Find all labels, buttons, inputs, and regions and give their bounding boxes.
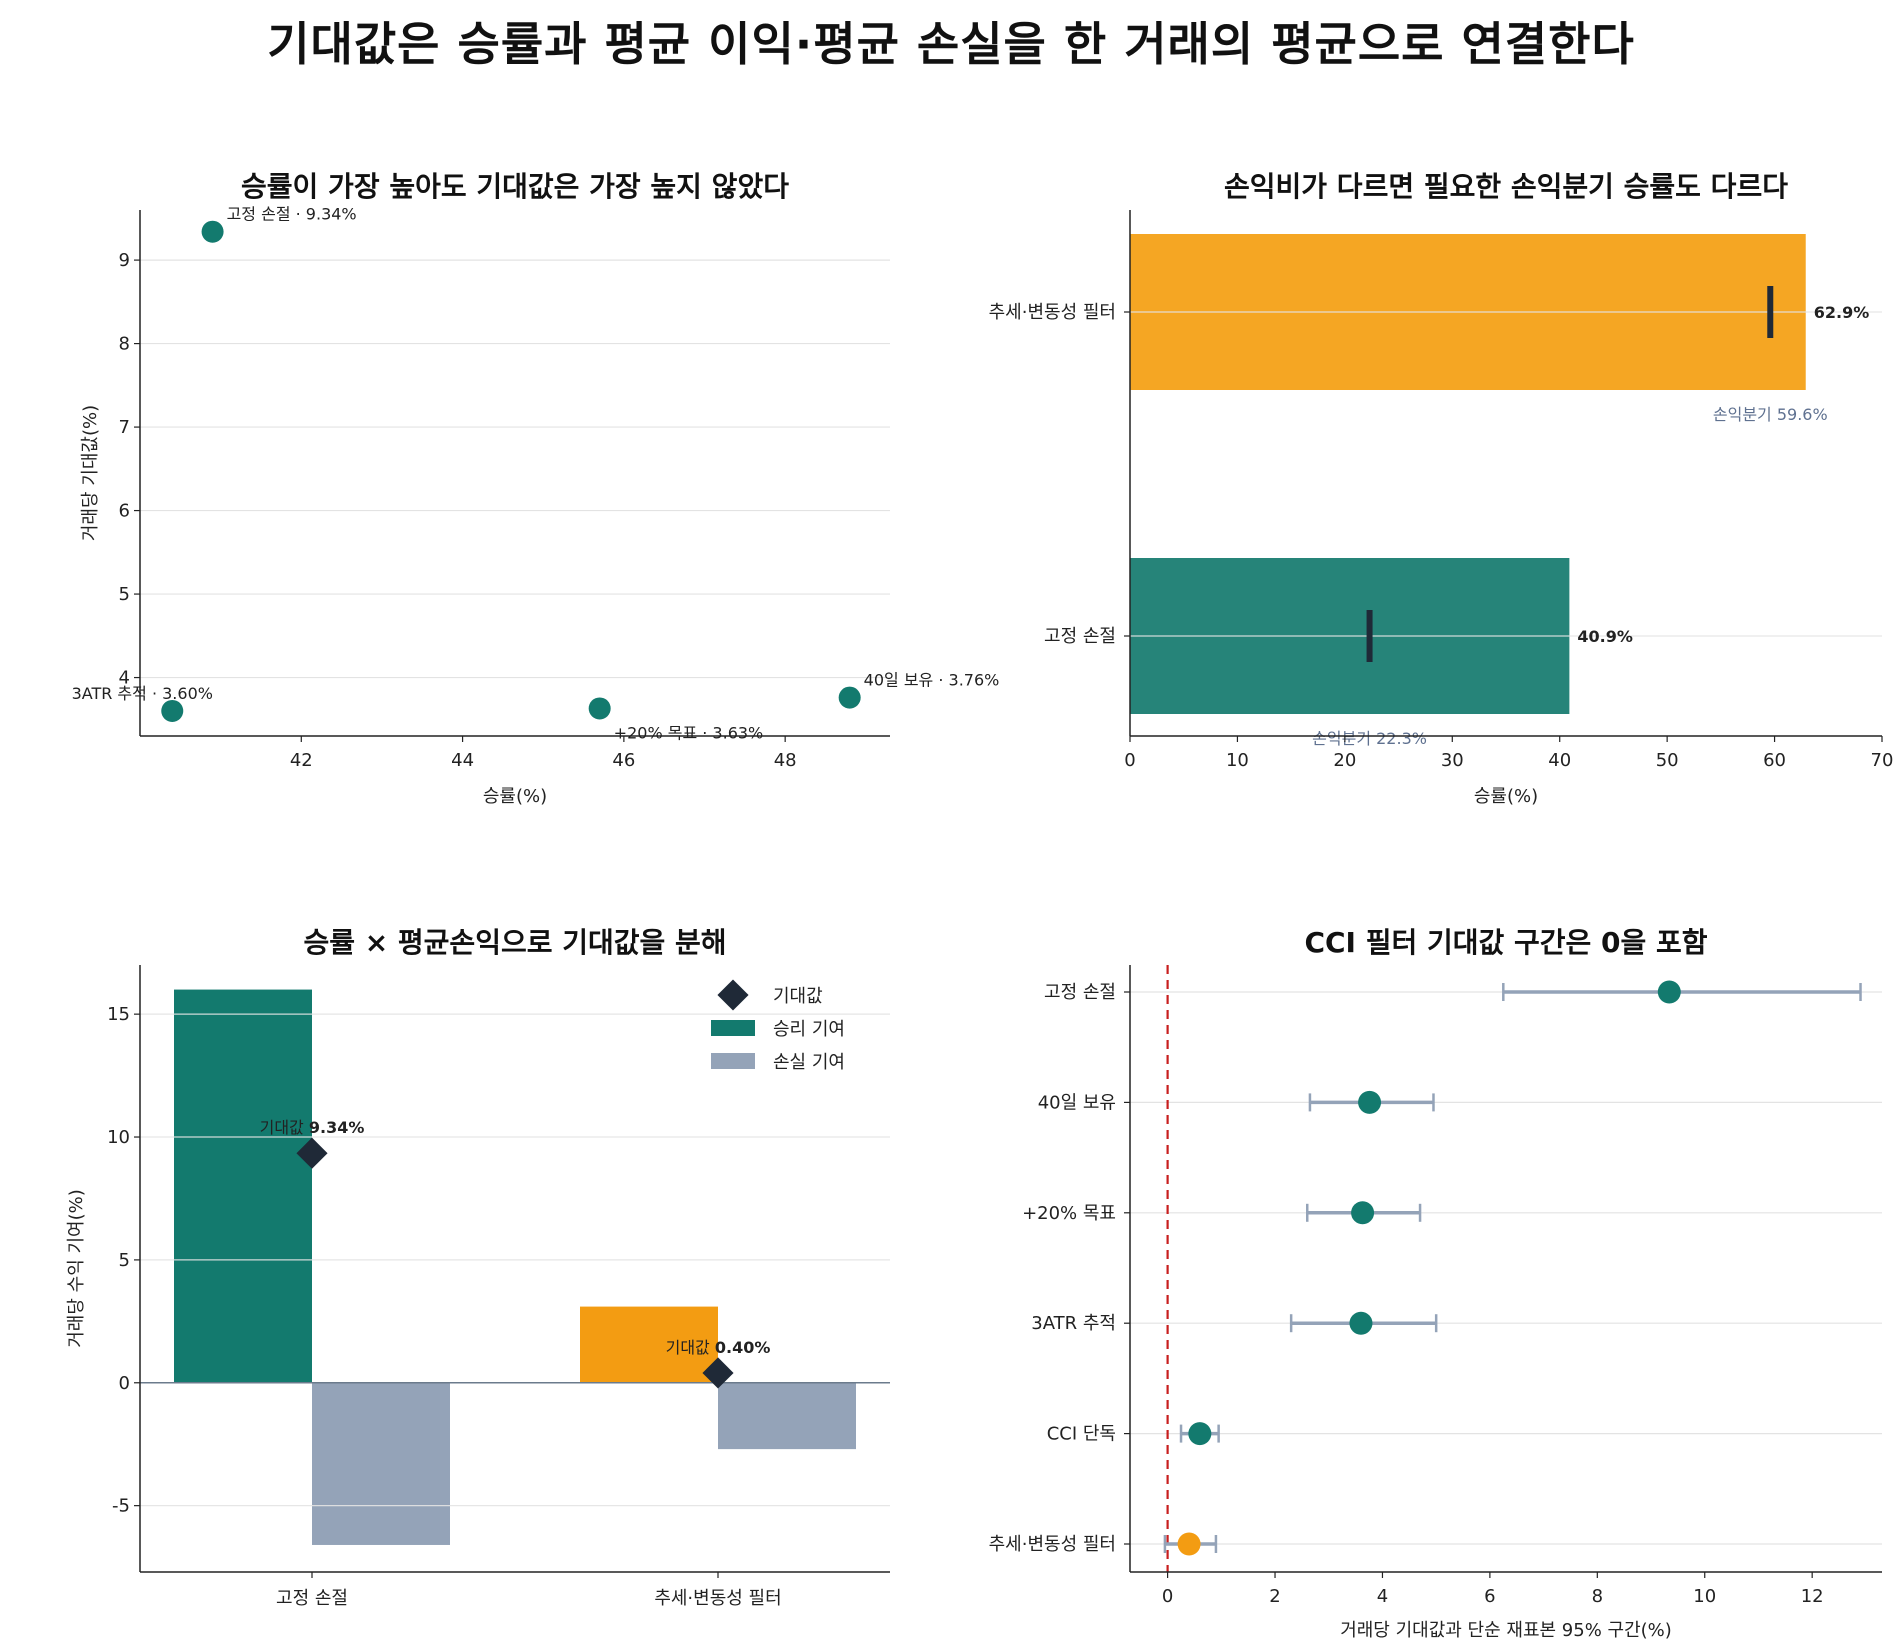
ev-point — [1188, 1422, 1212, 1446]
point-label: 40일 보유 · 3.76% — [864, 671, 1000, 690]
x-tick-label: 48 — [774, 750, 797, 771]
category-label: CCI 단독 — [1047, 1424, 1116, 1445]
x-tick-label: 0 — [1162, 1586, 1173, 1607]
x-tick-label: 46 — [612, 750, 635, 771]
x-tick-label: 8 — [1592, 1586, 1603, 1607]
x-axis-label: 승률(%) — [1474, 786, 1538, 807]
legend-swatch-loss — [711, 1053, 755, 1069]
category-label: 고정 손절 — [1044, 626, 1116, 647]
panel-title: CCI 필터 기대값 구간은 0을 포함 — [1304, 926, 1707, 959]
ev-label: 기대값 9.34% — [260, 1118, 365, 1137]
x-tick-label: 42 — [290, 750, 313, 771]
bar-loss-contribution — [312, 1382, 450, 1545]
y-axis-label: 거래당 기대값(%) — [80, 405, 101, 541]
ev-point — [1351, 1201, 1375, 1225]
x-tick-label: 10 — [1226, 750, 1249, 771]
y-tick-label: 8 — [119, 334, 130, 355]
category-label: 40일 보유 — [1038, 1092, 1116, 1113]
x-tick-label: 0 — [1124, 750, 1135, 771]
legend-label: 손실 기여 — [773, 1052, 845, 1073]
value-label: 62.9% — [1814, 303, 1870, 322]
point-label: +20% 목표 · 3.63% — [614, 723, 764, 742]
category-label: 추세·변동성 필터 — [989, 302, 1116, 323]
y-tick-label: 15 — [107, 1004, 130, 1025]
x-tick-label: 44 — [451, 750, 474, 771]
category-label: 3ATR 추적 — [1031, 1313, 1116, 1334]
ev-point — [1177, 1532, 1201, 1556]
scatter-point — [588, 697, 611, 720]
category-label: 추세·변동성 필터 — [654, 1588, 781, 1609]
x-tick-label: 70 — [1871, 750, 1894, 771]
scatter-point — [838, 686, 861, 709]
y-axis-label: 거래당 수익 기여(%) — [66, 1189, 87, 1348]
legend-label: 승리 기여 — [773, 1019, 845, 1040]
y-tick-label: 7 — [119, 417, 130, 438]
x-axis-label: 거래당 기대값과 단순 재표본 95% 구간(%) — [1340, 1620, 1672, 1641]
x-tick-label: 10 — [1693, 1586, 1716, 1607]
ev-point — [1349, 1311, 1373, 1335]
category-label: 추세·변동성 필터 — [989, 1534, 1116, 1555]
x-tick-label: 40 — [1548, 750, 1571, 771]
x-axis-label: 승률(%) — [483, 786, 547, 807]
ev-diamond — [296, 1137, 328, 1169]
y-tick-label: 5 — [119, 584, 130, 605]
bar-loss-contribution — [718, 1382, 856, 1450]
y-tick-label: 6 — [119, 501, 130, 522]
x-tick-label: 4 — [1377, 1586, 1388, 1607]
x-tick-label: 60 — [1763, 750, 1786, 771]
ev-point — [1657, 980, 1681, 1004]
x-tick-label: 6 — [1484, 1586, 1495, 1607]
scatter-point — [161, 699, 184, 722]
y-tick-label: 10 — [107, 1127, 130, 1148]
point-label: 3ATR 추적 · 3.60% — [72, 684, 213, 703]
breakeven-label: 손익분기 59.6% — [1713, 405, 1828, 424]
y-tick-label: -5 — [112, 1496, 130, 1517]
scatter-point — [201, 220, 224, 243]
panel-winrate-vs-ev: 승률이 가장 높아도 기대값은 가장 높지 않았다 4 5 6 7 8 9 42 44 46 48 승… — [72, 170, 1000, 807]
value-label: 40.9% — [1577, 627, 1633, 646]
x-tick-label: 50 — [1656, 750, 1679, 771]
panel-title: 손익비가 다르면 필요한 손익분기 승률도 다르다 — [1224, 170, 1788, 203]
legend-swatch-ev — [717, 979, 749, 1011]
y-tick-label: 4 — [119, 668, 130, 689]
x-tick-label: 30 — [1441, 750, 1464, 771]
main-title: 기대값은 승률과 평균 이익·평균 손실을 한 거래의 평균으로 연결한다 — [267, 17, 1635, 71]
category-label: 고정 손절 — [1044, 982, 1116, 1003]
breakeven-label: 손익분기 22.3% — [1312, 729, 1427, 748]
category-label: 고정 손절 — [276, 1588, 348, 1609]
point-label: 고정 손절 · 9.34% — [227, 205, 357, 224]
ev-label: 기대값 0.40% — [666, 1338, 771, 1357]
panel-title: 승률 × 평균손익으로 기대값을 분해 — [303, 926, 726, 959]
bar-win-contribution — [580, 1306, 718, 1383]
x-tick-label: 20 — [1333, 750, 1356, 771]
bar-win-contribution — [174, 989, 312, 1383]
x-tick-label: 12 — [1801, 1586, 1824, 1607]
panel-decomposition: 승률 × 평균손익으로 기대값을 분해 -5 0 5 10 15 기대값 9.34% 고정 손… — [66, 926, 890, 1609]
ev-point — [1358, 1090, 1382, 1114]
y-tick-label: 0 — [119, 1373, 130, 1394]
panel-title: 승률이 가장 높아도 기대값은 가장 높지 않았다 — [241, 170, 789, 203]
legend-label: 기대값 — [773, 986, 823, 1007]
y-tick-label: 5 — [119, 1250, 130, 1271]
legend-swatch-win — [711, 1020, 755, 1036]
category-label: +20% 목표 — [1022, 1203, 1116, 1224]
x-tick-label: 2 — [1269, 1586, 1280, 1607]
y-tick-label: 9 — [119, 250, 130, 271]
